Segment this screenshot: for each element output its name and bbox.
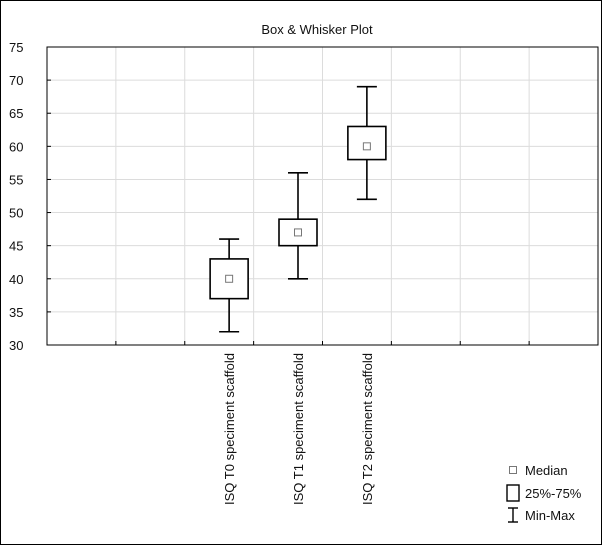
x-category-label: ISQ T2 speciment scaffold	[360, 353, 375, 505]
tick-marks	[47, 46, 530, 346]
y-tick-label: 60	[9, 139, 23, 154]
legend-label: 25%-75%	[525, 486, 582, 501]
y-tick-label: 50	[9, 206, 23, 221]
x-category-label: ISQ T1 speciment scaffold	[291, 353, 306, 505]
legend-median-symbol	[509, 466, 517, 474]
legend-label: Min-Max	[525, 508, 575, 523]
grid-layer	[47, 47, 598, 345]
legend: Median 25%-75% Min-Max	[506, 463, 582, 523]
legend-item: 25%-75%	[506, 484, 582, 502]
x-category-label: ISQ T0 speciment scaffold	[222, 353, 237, 505]
y-axis-tick-labels: 30 35 40 45 50 55 60 65 70 75	[9, 40, 23, 353]
y-tick-label: 70	[9, 73, 23, 88]
y-tick-label: 65	[9, 106, 23, 121]
legend-box-symbol	[506, 484, 520, 502]
y-tick-label: 30	[9, 338, 23, 353]
boxes-layer	[209, 85, 387, 333]
y-tick-label: 35	[9, 305, 23, 320]
legend-label: Median	[525, 463, 568, 478]
median-marker	[225, 274, 234, 283]
box-group	[278, 172, 318, 280]
x-axis-category-labels: ISQ T0 speciment scaffold ISQ T1 specimen…	[222, 353, 375, 505]
y-tick-label: 75	[9, 40, 23, 55]
chart-title: Box & Whisker Plot	[261, 22, 373, 37]
legend-item: Median	[509, 463, 568, 478]
y-tick-label: 55	[9, 172, 23, 187]
y-tick-label: 40	[9, 272, 23, 287]
y-tick-label: 45	[9, 239, 23, 254]
legend-item: Min-Max	[508, 507, 575, 523]
median-marker	[294, 228, 302, 237]
median-marker	[362, 142, 371, 151]
box-group	[347, 85, 387, 201]
box-group	[209, 238, 249, 333]
